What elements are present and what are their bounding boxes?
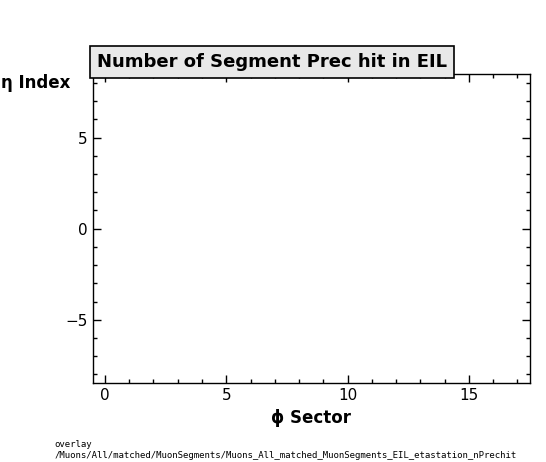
Text: overlay
/Muons/All/matched/MuonSegments/Muons_All_matched_MuonSegments_EIL_etast: overlay /Muons/All/matched/MuonSegments/… [55, 440, 517, 460]
Text: η Index: η Index [1, 74, 71, 92]
X-axis label: ϕ Sector: ϕ Sector [271, 409, 351, 427]
Text: Number of Segment Prec hit in EIL: Number of Segment Prec hit in EIL [97, 53, 447, 71]
